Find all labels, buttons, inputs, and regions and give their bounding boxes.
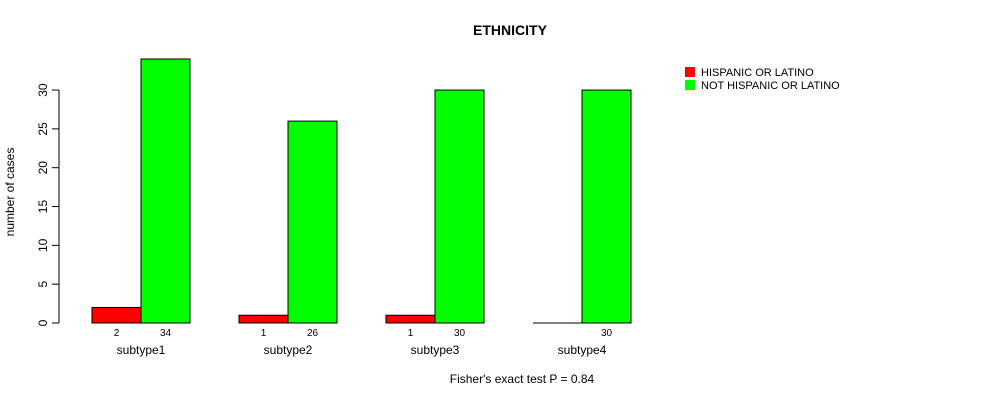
bar-value-label: 34 — [160, 328, 172, 339]
bar-value-label: 26 — [307, 328, 319, 339]
bar-subtype4-series-2 — [581, 89, 632, 324]
y-tick-label: 20 — [36, 161, 50, 175]
bar-value-label: 2 — [114, 328, 120, 339]
bars-group: 2 34 subtype1 1 26 subtype2 1 30 subtype3 30 subty… — [91, 58, 632, 357]
category-label: subtype1 — [117, 343, 166, 357]
y-axis: 0 5 10 15 20 25 30 — [36, 83, 60, 326]
bar-subtype2-series-2 — [287, 120, 338, 324]
legend-swatch — [685, 80, 695, 90]
bar-value-label: 1 — [261, 328, 267, 339]
bar-subtype1-series-2 — [140, 58, 191, 324]
y-tick-label: 15 — [36, 200, 50, 214]
legend-label: NOT HISPANIC OR LATINO — [701, 80, 840, 92]
category-label: subtype2 — [264, 343, 313, 357]
y-tick-label: 10 — [36, 238, 50, 252]
y-tick-label: 25 — [36, 122, 50, 136]
bar-value-label: 30 — [601, 328, 613, 339]
chart-title: ETHNICITY — [473, 22, 548, 38]
y-axis-label: number of cases — [3, 148, 17, 237]
bar-subtype1-series-1 — [91, 306, 142, 324]
y-tick-label: 0 — [36, 319, 50, 326]
bar-subtype3-series-1 — [385, 314, 436, 324]
bar-subtype3-series-2 — [434, 89, 485, 324]
fisher-test-footnote: Fisher's exact test P = 0.84 — [450, 372, 595, 386]
legend-swatch — [685, 67, 695, 77]
legend-label: HISPANIC OR LATINO — [701, 67, 814, 79]
y-tick-label: 5 — [36, 281, 50, 288]
category-label: subtype3 — [411, 343, 460, 357]
category-label: subtype4 — [558, 343, 607, 357]
y-tick-label: 30 — [36, 83, 50, 97]
bar-value-label: 1 — [408, 328, 414, 339]
bar-value-label: 30 — [454, 328, 466, 339]
bar-subtype2-series-1 — [238, 314, 289, 324]
